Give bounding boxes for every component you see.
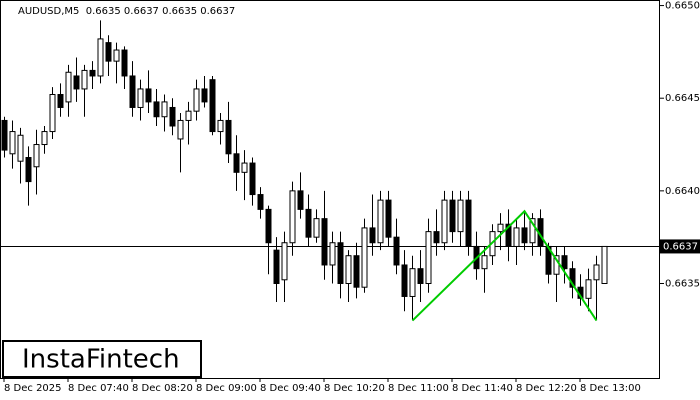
- candle-body: [129, 75, 136, 108]
- candle-body: [153, 101, 160, 118]
- candle-body: [353, 255, 360, 288]
- candle-body: [329, 242, 336, 266]
- candle-body: [25, 157, 32, 183]
- candle-body: [457, 199, 464, 233]
- y-tick-label: 0.6645: [665, 93, 700, 104]
- x-tick-label: 8 Dec 12:20: [516, 383, 577, 394]
- x-tick-label: 8 Dec 09:00: [196, 383, 257, 394]
- candle-body: [305, 208, 312, 238]
- chart-title: AUDUSD,M5 0.6635 0.6637 0.6635 0.6637: [18, 6, 235, 17]
- candle-body: [17, 134, 24, 162]
- candle-body: [481, 255, 488, 270]
- x-tick-label: 8 Dec 11:00: [388, 383, 449, 394]
- candle-body: [569, 268, 576, 288]
- candle-body: [81, 69, 88, 90]
- candle-body: [513, 227, 520, 247]
- candle-body: [33, 144, 40, 168]
- candle-body: [57, 94, 64, 108]
- candle-body: [433, 231, 440, 244]
- logo-box: [2, 340, 202, 378]
- candle-body: [585, 279, 592, 299]
- candle-body: [505, 223, 512, 247]
- candle-body: [65, 71, 72, 103]
- candle-body: [273, 249, 280, 285]
- candle-body: [465, 199, 472, 247]
- candle-body: [193, 88, 200, 112]
- last-price-box: [660, 239, 700, 254]
- plot-frame: [0, 0, 660, 379]
- candle-body: [9, 131, 16, 155]
- candle-body: [137, 88, 144, 108]
- candle-body: [529, 218, 536, 244]
- candle-body: [361, 227, 368, 288]
- x-tick-label: 8 Dec 11:40: [452, 383, 513, 394]
- candle-body: [393, 236, 400, 266]
- candle-body: [233, 153, 240, 173]
- candle-body: [169, 106, 176, 127]
- candle-body: [265, 208, 272, 244]
- x-tick-label: 8 Dec 08:20: [132, 383, 193, 394]
- candle-body: [1, 119, 8, 151]
- candle-body: [113, 49, 120, 62]
- last-price-label: 0.6637: [663, 241, 698, 252]
- candle-body: [209, 79, 216, 133]
- candle-body: [337, 242, 344, 284]
- candle-body: [225, 119, 232, 155]
- y-tick-label: 0.6650: [665, 1, 700, 12]
- candle-body: [105, 42, 112, 62]
- candle-body: [281, 242, 288, 281]
- candle-body: [73, 75, 80, 90]
- candle-body: [345, 255, 352, 285]
- candle-body: [121, 49, 128, 77]
- candle-body: [497, 223, 504, 233]
- candle-body: [241, 162, 248, 173]
- x-tick-label: 8 Dec 2025: [4, 383, 62, 394]
- x-tick-label: 8 Dec 13:00: [580, 383, 641, 394]
- candle-body: [313, 218, 320, 238]
- y-tick-label: 0.6640: [665, 186, 700, 197]
- candle-body: [217, 119, 224, 133]
- candle-body: [297, 190, 304, 210]
- candle-body: [249, 162, 256, 196]
- x-tick-label: 8 Dec 09:40: [260, 383, 321, 394]
- candle-body: [177, 119, 184, 140]
- candle-body: [201, 88, 208, 103]
- candle-body: [185, 110, 192, 121]
- candle-body: [441, 199, 448, 244]
- candle-body: [409, 268, 416, 297]
- x-tick-label: 8 Dec 07:40: [68, 383, 129, 394]
- candle-body: [145, 88, 152, 103]
- candle-body: [257, 194, 264, 210]
- candle-body: [321, 218, 328, 266]
- candle-body: [401, 264, 408, 297]
- candle-body: [425, 231, 432, 284]
- candle-body: [377, 199, 384, 244]
- candle-body: [89, 69, 96, 77]
- candle-body: [449, 199, 456, 233]
- candle-body: [97, 38, 104, 77]
- candle-body: [161, 101, 168, 118]
- candle-body: [289, 190, 296, 244]
- candle-body: [49, 94, 56, 133]
- x-tick-label: 8 Dec 10:20: [324, 383, 385, 394]
- candle-body: [561, 255, 568, 270]
- candle-body: [601, 245, 608, 284]
- candle-body: [41, 131, 48, 146]
- candle-body: [385, 199, 392, 238]
- candle-body: [369, 227, 376, 244]
- pattern-line: [411, 209, 598, 322]
- y-tick-label: 0.6635: [665, 279, 700, 290]
- candle-body: [521, 227, 528, 244]
- candle-body: [593, 264, 600, 281]
- logo: InstaFintech: [22, 345, 180, 375]
- candle-body: [417, 268, 424, 285]
